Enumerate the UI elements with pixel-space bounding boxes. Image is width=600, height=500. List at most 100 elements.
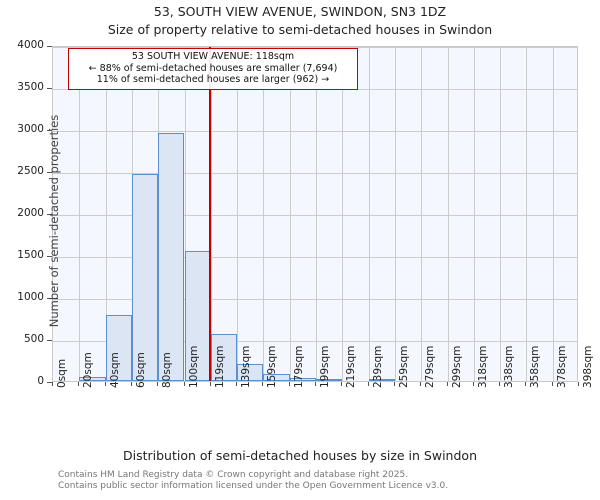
gridline-vertical <box>552 47 554 381</box>
chart-subtitle: Size of property relative to semi-detach… <box>107 22 493 37</box>
gridline-vertical <box>105 47 107 381</box>
histogram-bar <box>263 374 290 381</box>
x-axis-tick-mark <box>78 382 80 386</box>
histogram-bar <box>237 364 264 381</box>
gridline-vertical <box>237 47 239 381</box>
gridline-horizontal <box>53 173 577 174</box>
histogram-bar <box>105 314 132 381</box>
x-axis-tick-mark <box>262 382 264 386</box>
y-axis-tick-mark <box>47 46 52 47</box>
gridline-vertical <box>473 47 475 381</box>
x-axis-tick-label: 179sqm <box>292 345 305 388</box>
x-axis-tick-label: 80sqm <box>161 352 174 388</box>
gridline-vertical <box>421 47 423 381</box>
histogram-bar <box>316 379 343 381</box>
x-axis-tick-mark <box>341 382 343 386</box>
x-axis-tick-label: 318sqm <box>476 345 489 388</box>
y-axis-title: Number of semi-detached properties <box>47 114 61 328</box>
x-axis-tick-label: 239sqm <box>371 345 384 388</box>
x-axis-title: Distribution of semi-detached houses by … <box>123 448 477 463</box>
x-axis-tick-label: 259sqm <box>397 345 410 388</box>
gridline-vertical <box>210 47 212 381</box>
property-annotation-box: 53 SOUTH VIEW AVENUE: 118sqm ← 88% of se… <box>68 48 358 90</box>
histogram-bar <box>289 377 316 381</box>
histogram-bar <box>368 379 395 381</box>
x-axis-tick-mark <box>104 382 106 386</box>
footer-line-2: Contains public sector information licen… <box>58 481 449 491</box>
gridline-horizontal <box>53 299 577 300</box>
x-axis-tick-label: 378sqm <box>555 345 568 388</box>
plot-area <box>52 46 578 382</box>
chart-header: 53, SOUTH VIEW AVENUE, SWINDON, SN3 1DZ … <box>0 4 600 38</box>
property-size-marker-line <box>208 47 211 381</box>
y-axis-tick-label: 3500 <box>17 81 44 93</box>
gridline-vertical <box>447 47 449 381</box>
x-axis-tick-mark <box>499 382 501 386</box>
gridline-vertical <box>394 47 396 381</box>
y-axis-tick-label: 3000 <box>17 123 44 135</box>
x-axis-tick-label: 338sqm <box>503 345 516 388</box>
histogram-bar <box>158 133 185 381</box>
x-axis-tick-label: 119sqm <box>213 345 226 388</box>
x-axis-tick-label: 398sqm <box>582 345 594 388</box>
x-axis-tick-label: 279sqm <box>424 345 437 388</box>
gridline-vertical <box>289 47 291 381</box>
x-axis-tick-label: 60sqm <box>134 352 147 388</box>
gridline-vertical <box>368 47 370 381</box>
y-axis-tick-label: 2500 <box>17 165 44 177</box>
annotation-line-2: ← 88% of semi-detached houses are smalle… <box>88 62 338 74</box>
x-axis-tick-mark <box>551 382 553 386</box>
y-axis-tick-mark <box>47 256 52 257</box>
gridline-vertical <box>526 47 528 381</box>
y-axis-tick-label: 500 <box>23 333 44 345</box>
x-axis-tick-mark <box>288 382 290 386</box>
x-axis-tick-mark <box>367 382 369 386</box>
x-axis-tick-label: 159sqm <box>266 345 279 388</box>
annotation-line-1: 53 SOUTH VIEW AVENUE: 118sqm <box>131 51 295 62</box>
y-axis-tick-mark <box>47 382 52 383</box>
footer-line-1: Contains HM Land Registry data © Crown c… <box>58 470 409 480</box>
gridline-horizontal <box>53 47 577 48</box>
x-axis-tick-mark <box>157 382 159 386</box>
y-axis-tick-mark <box>47 340 52 341</box>
footer-attribution: Contains HM Land Registry data © Crown c… <box>58 470 598 492</box>
x-axis-tick-mark <box>578 382 579 386</box>
x-axis-tick-mark <box>52 382 53 386</box>
x-axis-tick-label: 199sqm <box>319 345 331 388</box>
gridline-vertical <box>342 47 344 381</box>
gridline-horizontal <box>53 215 577 216</box>
y-axis-tick-mark <box>47 88 52 89</box>
x-axis-tick-label: 219sqm <box>345 345 358 388</box>
x-axis-tick-mark <box>446 382 448 386</box>
x-axis-tick-label: 299sqm <box>450 345 463 388</box>
annotation-line-3: 11% of semi-detached houses are larger (… <box>96 74 330 85</box>
histogram-bar <box>79 376 106 381</box>
x-axis-tick-mark <box>315 382 316 386</box>
x-axis-tick-label: 20sqm <box>82 352 95 388</box>
x-axis-tick-label: 139sqm <box>240 345 253 388</box>
gridline-vertical <box>316 47 317 381</box>
x-axis-tick-mark <box>183 382 185 386</box>
gridline-vertical <box>184 47 186 381</box>
x-axis-tick-mark <box>236 382 238 386</box>
y-axis-tick-label: 1500 <box>17 249 44 261</box>
y-axis-tick-label: 1000 <box>17 291 44 303</box>
y-axis-tick-mark <box>47 214 52 215</box>
page-title: 53, SOUTH VIEW AVENUE, SWINDON, SN3 1DZ <box>153 4 447 19</box>
y-axis-tick-label: 0 <box>37 375 44 387</box>
gridline-horizontal <box>53 341 577 342</box>
histogram-bar <box>210 333 238 381</box>
gridline-vertical <box>79 47 81 381</box>
x-axis-tick-mark <box>209 382 211 386</box>
y-axis-tick-mark <box>47 130 52 131</box>
y-axis-tick-mark <box>47 172 52 173</box>
gridline-vertical <box>263 47 265 381</box>
gridline-vertical <box>500 47 502 381</box>
histogram-bar <box>131 173 159 381</box>
x-axis-tick-label: 40sqm <box>108 352 121 388</box>
y-axis-tick-mark <box>47 298 52 299</box>
x-axis-tick-label: 100sqm <box>187 345 200 388</box>
x-axis-tick-mark <box>420 382 422 386</box>
x-axis-tick-mark <box>130 382 132 386</box>
x-axis-tick-label: 358sqm <box>529 345 542 388</box>
